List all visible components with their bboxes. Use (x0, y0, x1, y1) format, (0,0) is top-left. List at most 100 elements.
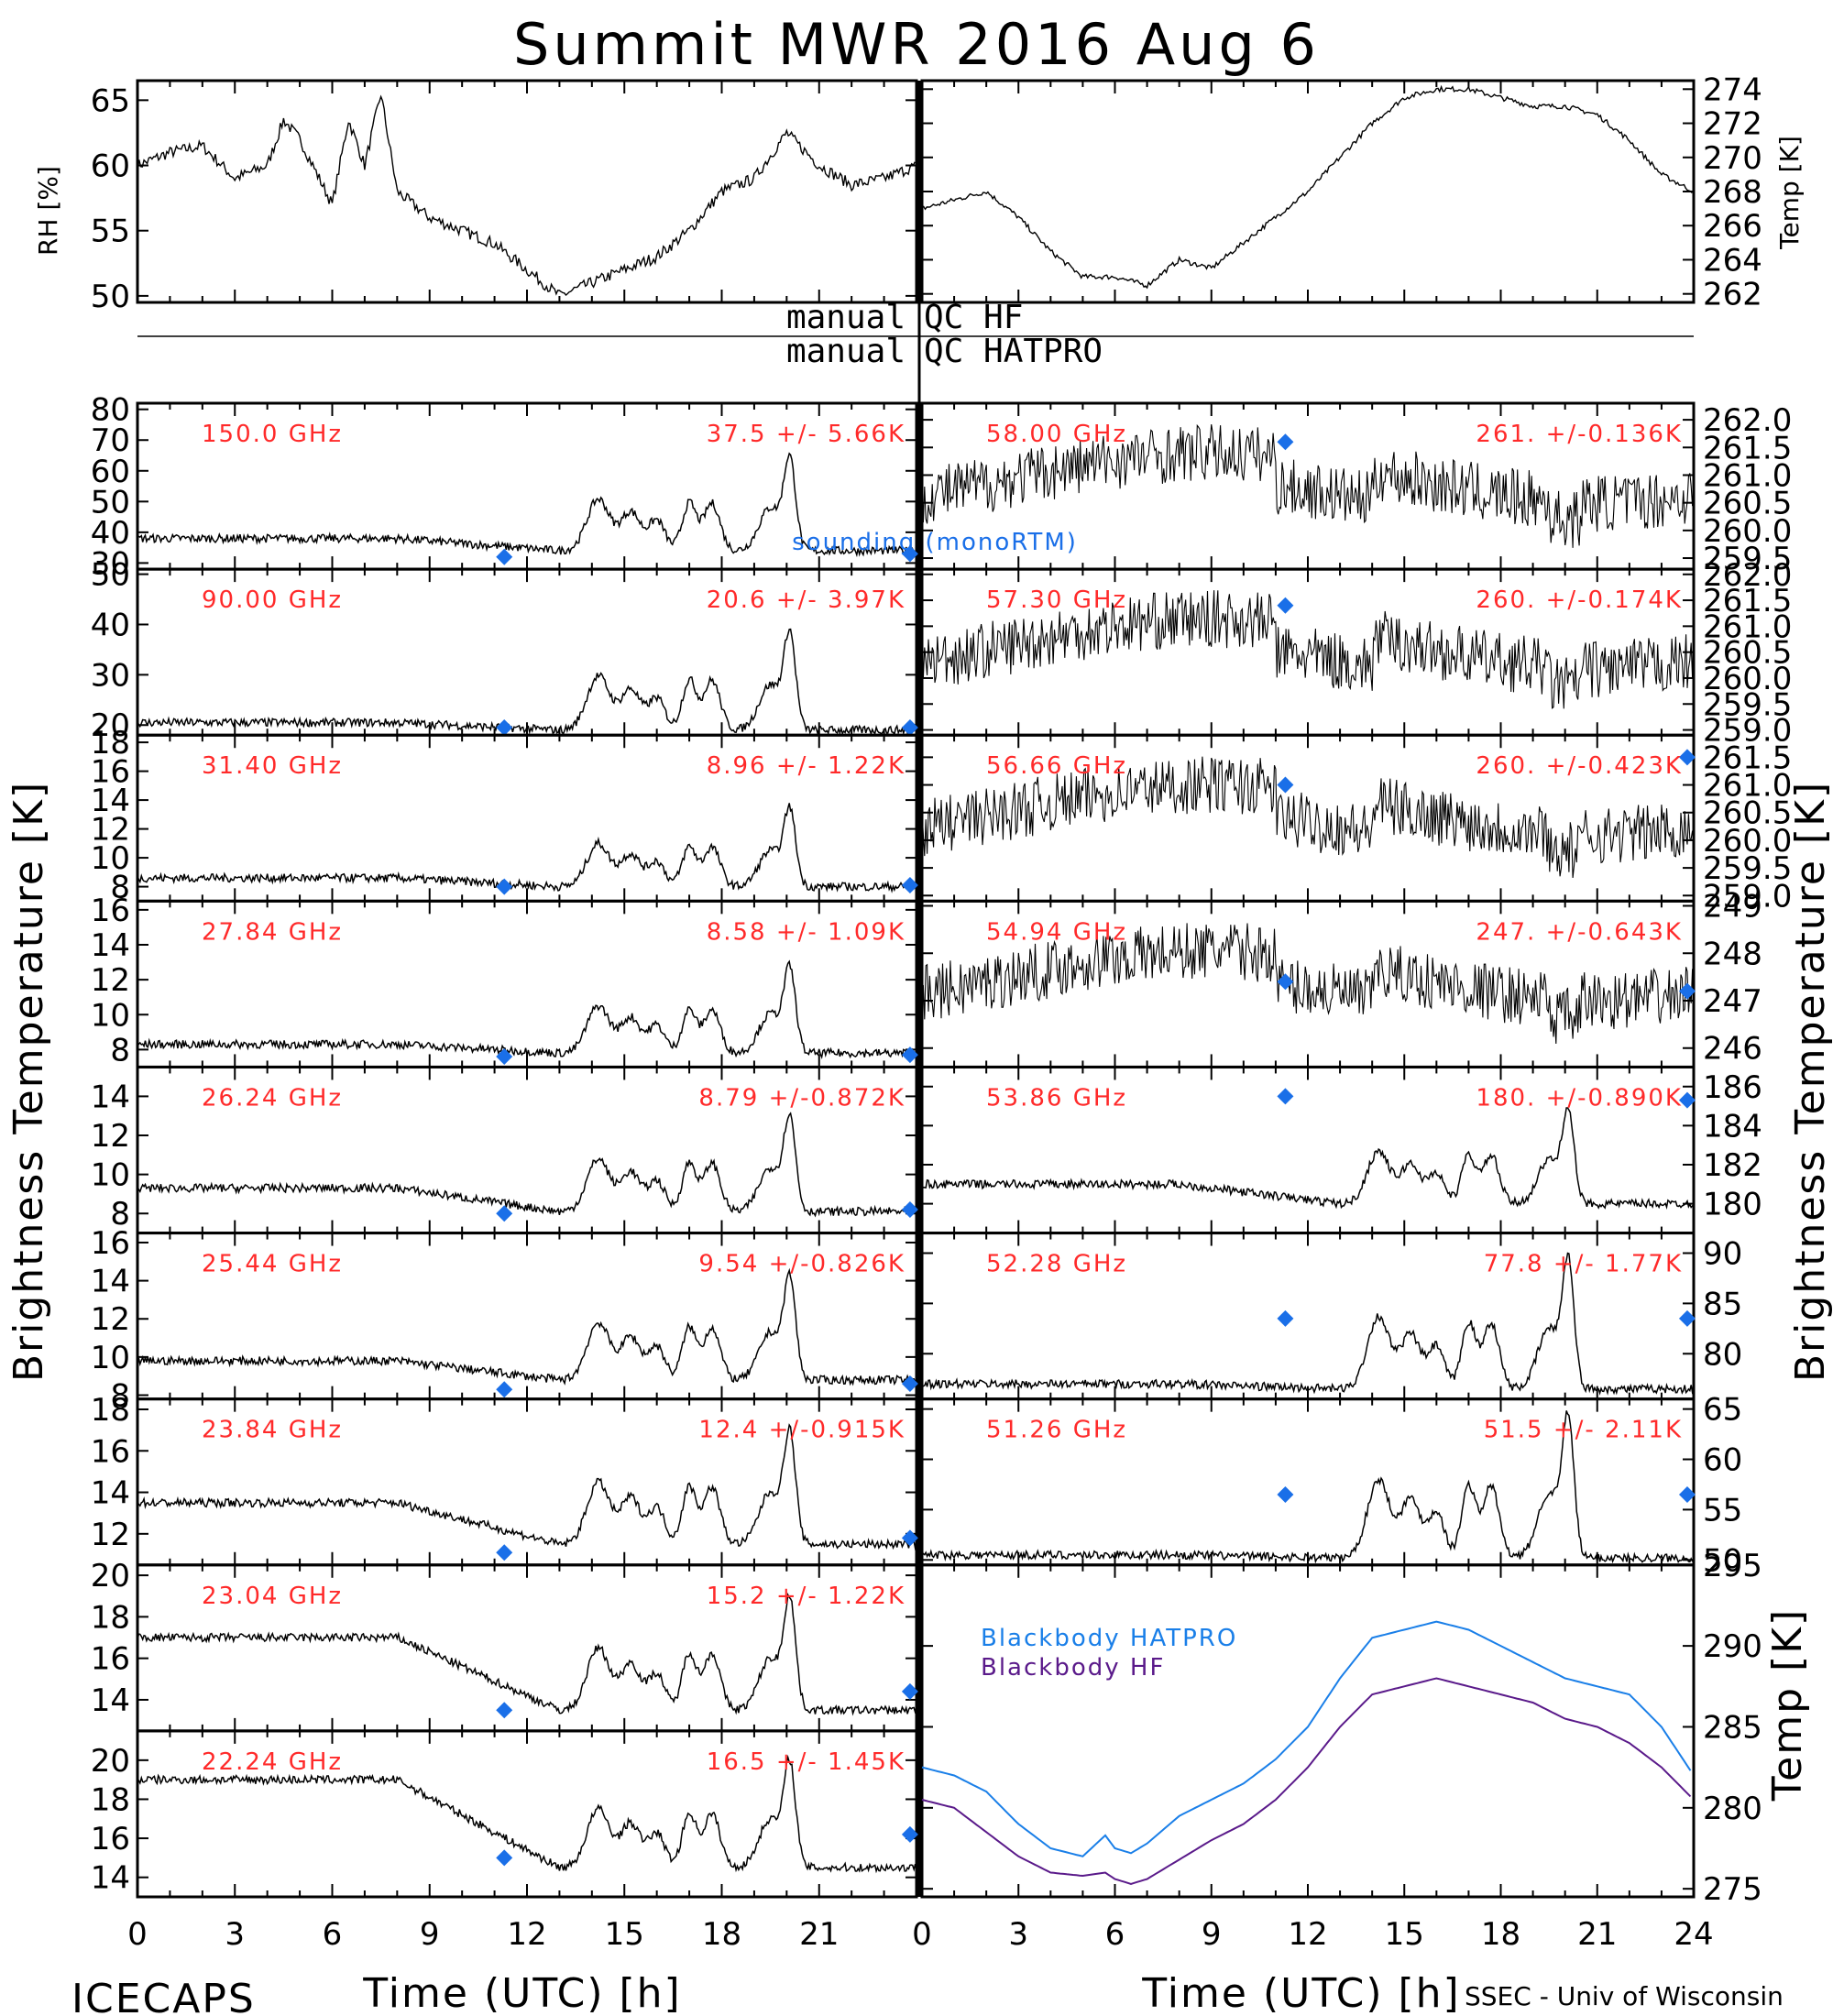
blackbody-panel-frame (920, 1563, 1696, 1899)
y-tick-label: 262 (1703, 277, 1762, 313)
y-tick-label: 10 (91, 840, 130, 877)
y-tick-label: 16 (91, 754, 130, 791)
y-tick-label: 10 (91, 997, 130, 1034)
x-tick-label: 18 (1481, 1916, 1520, 1953)
frequency-label: 31.40 GHz (202, 752, 343, 780)
stats-label: 16.5 +/- 1.45K (707, 1748, 906, 1776)
y-tick-label: 55 (1703, 1492, 1742, 1528)
y-tick-label: 259.0 (1703, 878, 1792, 915)
sounding-diamond (1277, 597, 1294, 614)
x-tick-label: 12 (507, 1916, 546, 1953)
sounding-diamond (1277, 776, 1294, 794)
y-tick-label: 184 (1703, 1108, 1762, 1145)
x-tick-label: 12 (1288, 1916, 1327, 1953)
sounding-diamond (901, 877, 918, 894)
x-tick-label: 6 (323, 1916, 343, 1953)
rh-panel-frame (136, 79, 918, 304)
frequency-label: 23.04 GHz (202, 1583, 343, 1610)
stats-label: 77.8 +/- 1.77K (1484, 1251, 1683, 1278)
sounding-diamond (1678, 749, 1696, 766)
y-tick-label: 249 (1703, 889, 1762, 926)
y-tick-label: 14 (91, 1264, 130, 1300)
y-tick-label: 246 (1703, 1031, 1762, 1068)
sounding-diamond (496, 878, 513, 895)
y-tick-label: 272 (1703, 106, 1762, 143)
y-tick-label: 290 (1703, 1628, 1762, 1665)
rh-axis-label: RH [%] (33, 166, 63, 256)
sounding-legend-label: sounding (monoRTM) (792, 529, 1078, 556)
y-tick-label: 40 (91, 607, 130, 643)
temp-axis-label: Temp [K] (1774, 136, 1805, 250)
x-tick-label: 21 (799, 1916, 839, 1953)
sounding-diamond (901, 718, 918, 736)
x-tick-label: 9 (1202, 1916, 1222, 1953)
frequency-label: 150.0 GHz (202, 421, 343, 448)
y-tick-label: 60 (91, 148, 130, 185)
sounding-diamond (901, 1825, 918, 1843)
y-tick-label: 274 (1703, 71, 1762, 108)
blackbody-series-line (921, 1620, 1692, 1857)
frequency-label: 90.00 GHz (202, 586, 343, 614)
channel-trace (921, 923, 1695, 1045)
y-tick-label: 16 (91, 1433, 130, 1470)
frequency-label: 23.84 GHz (202, 1417, 343, 1444)
y-tick-label: 266 (1703, 208, 1762, 245)
stats-label: 261. +/-0.136K (1476, 421, 1683, 448)
y-tick-label: 259.5 (1703, 686, 1792, 723)
sounding-diamond (496, 1205, 513, 1222)
y-tick-label: 275 (1703, 1871, 1762, 1908)
y-tick-label: 285 (1703, 1709, 1762, 1746)
y-tick-label: 260.5 (1703, 795, 1792, 832)
x-tick-label: 3 (225, 1916, 245, 1953)
sounding-diamond (1678, 1091, 1696, 1109)
y-tick-label: 70 (91, 422, 130, 459)
stats-label: 15.2 +/- 1.22K (707, 1583, 906, 1610)
x-tick-label: 3 (1008, 1916, 1028, 1953)
x-tick-label: 0 (912, 1916, 932, 1953)
y-tick-label: 295 (1703, 1548, 1762, 1584)
x-tick-label: 24 (1674, 1916, 1713, 1953)
y-tick-label: 10 (91, 1340, 130, 1376)
channel-panel-23-84-ghz: 12 14 16 18 23.84 GHz 12.4 +/-0.915K (91, 1392, 918, 1567)
y-tick-label: 259.5 (1703, 541, 1792, 577)
x-tick-label: 18 (702, 1916, 741, 1953)
stats-label: 12.4 +/-0.915K (698, 1417, 906, 1444)
y-tick-label: 14 (91, 1860, 130, 1897)
y-tick-label: 60 (1703, 1442, 1742, 1479)
sounding-diamond (496, 1849, 513, 1867)
channel-panel-54-94-ghz: 246 247 248 249 54.94 GHz 247. +/-0.643K (920, 889, 1762, 1068)
y-tick-label: 260.5 (1703, 486, 1792, 522)
y-tick-label: 260.0 (1703, 823, 1792, 860)
sounding-diamond (496, 548, 513, 565)
stats-label: 8.58 +/- 1.09K (707, 918, 906, 946)
x-axis-label-right: Time (UTC) [h] (1141, 1970, 1460, 2016)
sounding-diamond (496, 718, 513, 736)
x-tick-label: 15 (1385, 1916, 1424, 1953)
stats-label: 8.79 +/-0.872K (698, 1084, 906, 1112)
blackbody-axis-label: Temp [K] (1764, 1608, 1811, 1802)
channel-panel-51-26-ghz: 50 55 60 65 51.26 GHz 51.5 +/- 2.11K (920, 1392, 1742, 1579)
frequency-label: 27.84 GHz (202, 918, 343, 946)
channel-trace (921, 1410, 1695, 1564)
y-tick-label: 259.0 (1703, 713, 1792, 750)
y-tick-label: 30 (91, 657, 130, 694)
channel-trace (137, 803, 917, 893)
blackbody-legend-label: Blackbody HATPRO (981, 1625, 1237, 1652)
y-tick-label: 261.0 (1703, 768, 1792, 805)
stats-label: 51.5 +/- 2.11K (1484, 1417, 1683, 1444)
y-tick-label: 40 (91, 515, 130, 552)
y-tick-label: 261.5 (1703, 740, 1792, 776)
rh-panel: 50 55 60 65 RH [%] (33, 79, 918, 315)
y-tick-label: 16 (91, 1821, 130, 1857)
x-tick-label: 21 (1577, 1916, 1617, 1953)
channel-trace (137, 452, 917, 558)
frequency-label: 25.44 GHz (202, 1251, 343, 1278)
y-axis-label-right: Brightness Temperature [K] (1787, 781, 1833, 1382)
x-tick-label: 9 (420, 1916, 440, 1953)
channel-panel-90-00-ghz: 20 30 40 50 90.00 GHz 20.6 +/- 3.97K (91, 557, 918, 744)
